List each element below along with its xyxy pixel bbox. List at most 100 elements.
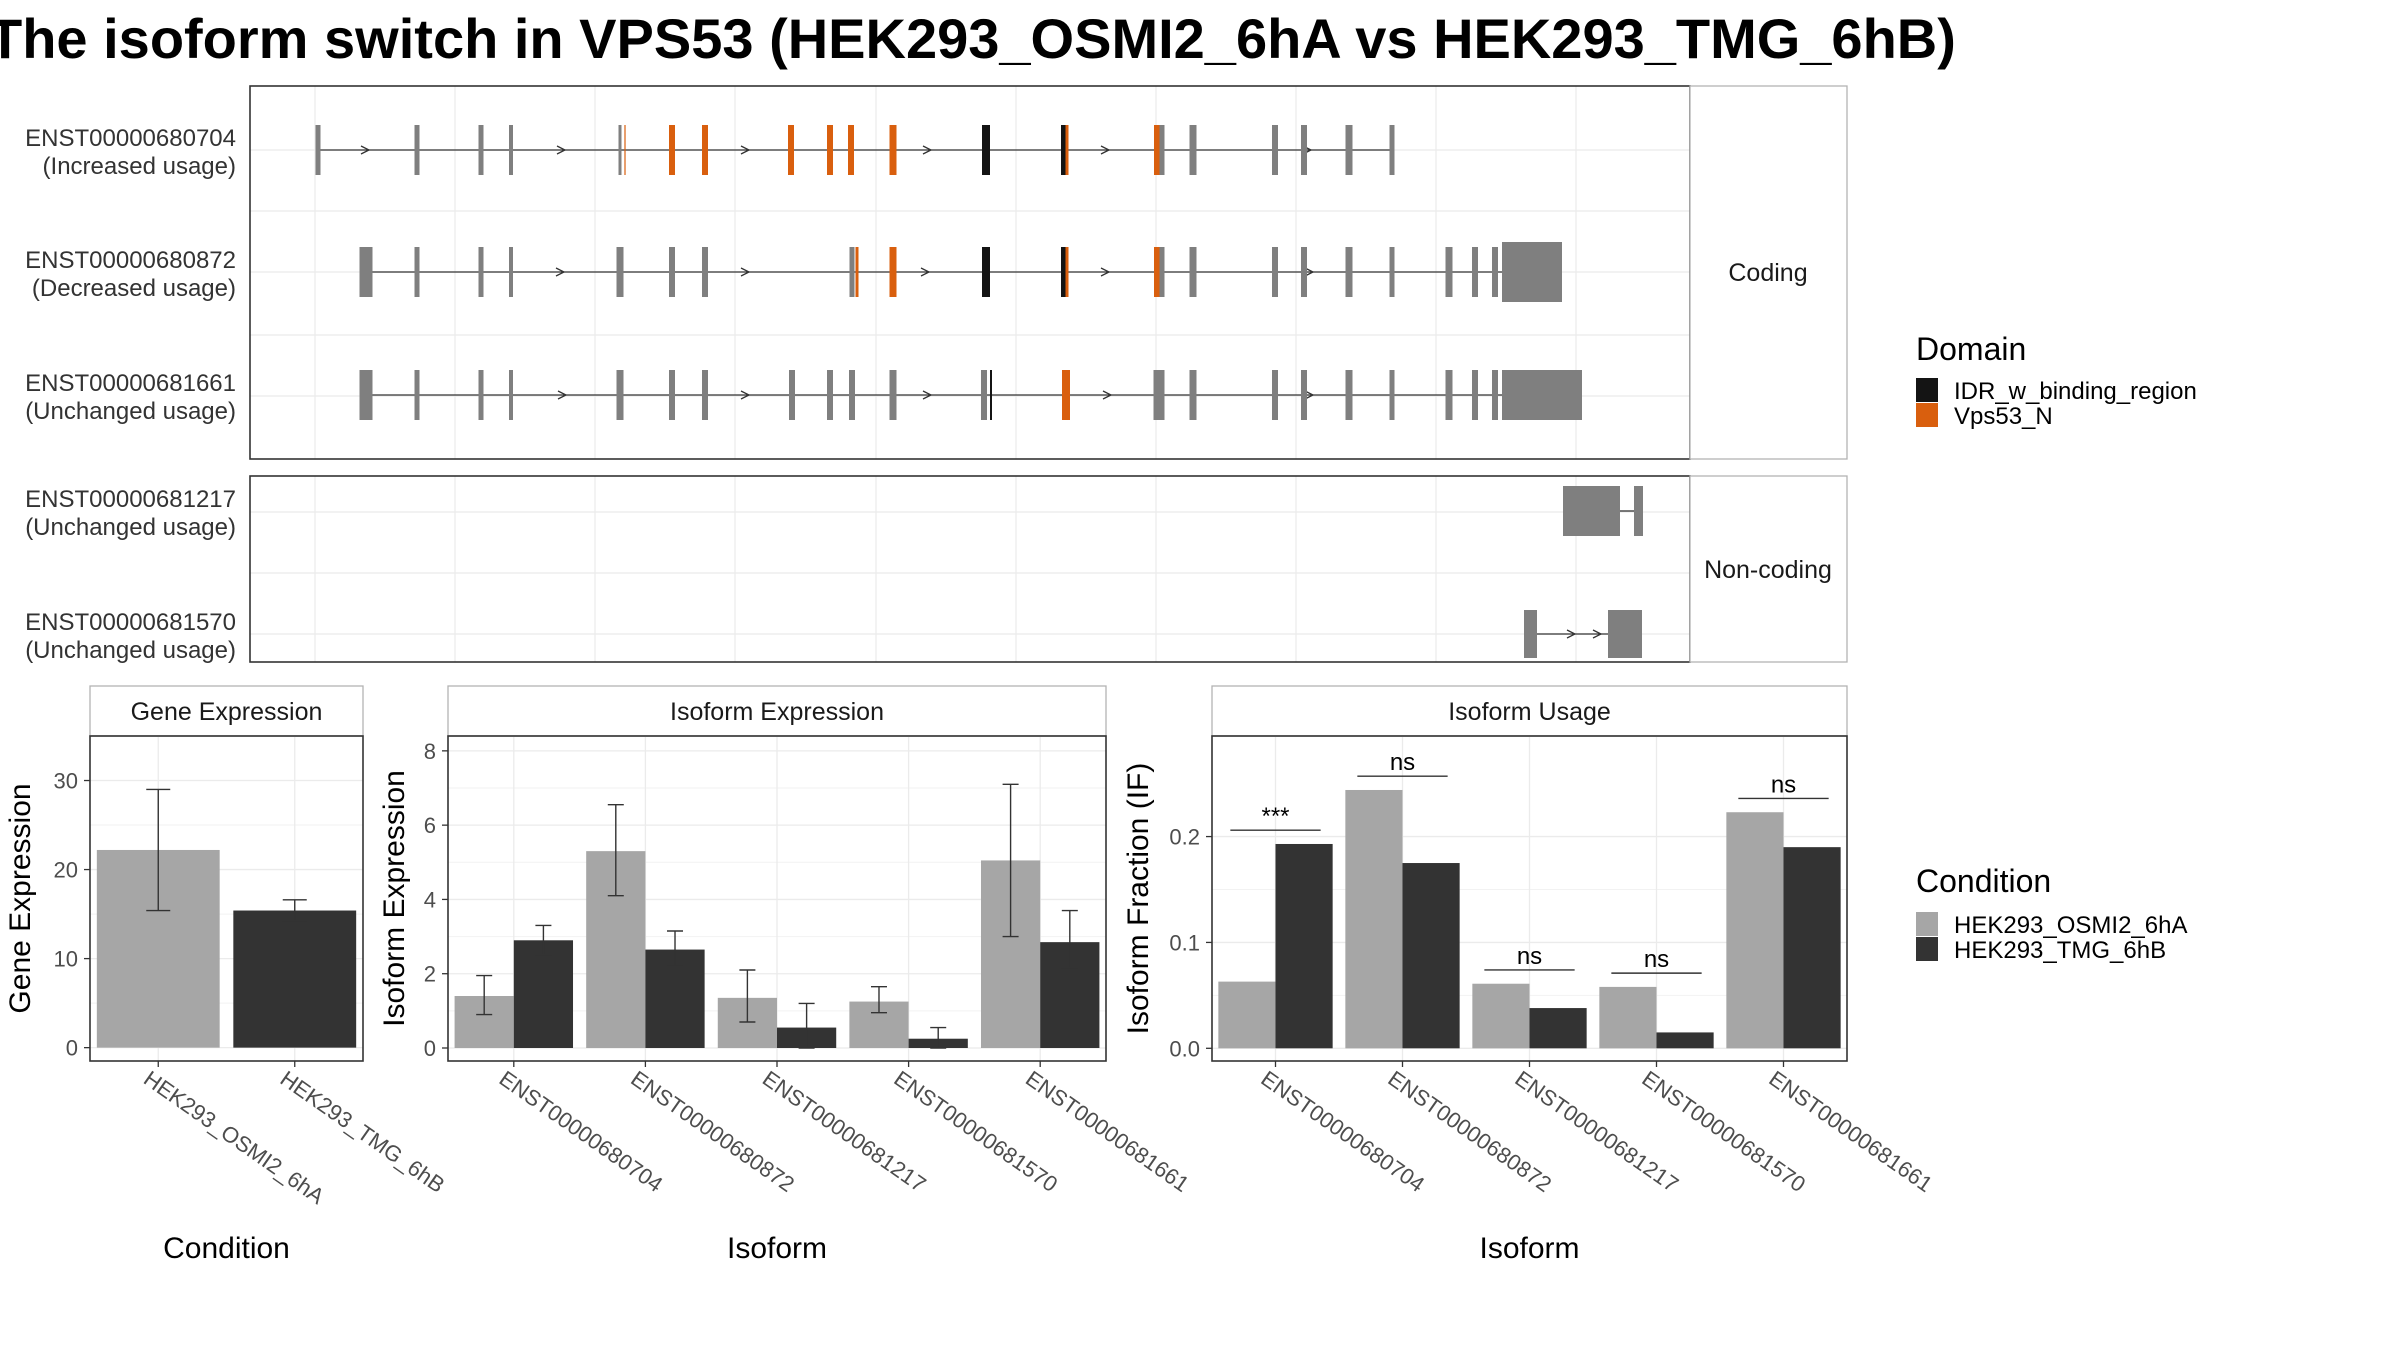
strand-arrow <box>1304 390 1315 400</box>
x-axis-title: Condition <box>163 1232 290 1265</box>
transcript-model-4 <box>1563 486 1643 536</box>
y-tick-label: 0.1 <box>1169 930 1200 955</box>
transcript-usage-label: (Unchanged usage) <box>25 398 236 425</box>
exon <box>702 125 708 175</box>
exon <box>827 125 833 175</box>
exon <box>1189 247 1197 297</box>
strand-arrow <box>557 390 568 400</box>
exon-utr <box>1502 370 1582 420</box>
bar <box>1345 789 1403 1049</box>
exon <box>414 247 420 297</box>
bar <box>1218 981 1276 1049</box>
strand-arrow <box>740 145 751 155</box>
bar <box>1656 1032 1714 1049</box>
structure-panel-noncoding: Non-coding <box>249 475 1848 663</box>
y-axis-title: Gene Expression <box>4 783 37 1013</box>
exon <box>1189 370 1197 420</box>
exon <box>1345 370 1353 420</box>
transcript-id-label: ENST00000680872 <box>25 247 236 274</box>
exon <box>1272 247 1278 297</box>
strand-arrow <box>922 145 933 155</box>
exon <box>359 247 373 297</box>
condition-legend: Condition HEK293_OSMI2_6hA HEK293_TMG_6h… <box>1916 863 2187 964</box>
bar <box>1472 983 1530 1049</box>
transcript-usage-label: (Increased usage) <box>43 153 236 180</box>
exon <box>618 125 622 175</box>
transcript-model-1 <box>315 125 1395 175</box>
exon <box>624 125 626 175</box>
exon <box>1061 247 1067 297</box>
domain-legend-title: Domain <box>1916 331 2026 367</box>
exon-utr <box>1502 242 1562 302</box>
facet-strip <box>447 685 1107 737</box>
transcript-usage-label: (Unchanged usage) <box>25 637 236 664</box>
y-axis-title: Isoform Expression <box>378 770 411 1027</box>
legend-key-vps53-n <box>1916 403 1938 427</box>
legend-label-vps53-n: Vps53_N <box>1954 403 2053 430</box>
exon <box>669 247 675 297</box>
exon <box>1154 125 1160 175</box>
exon <box>1389 125 1395 175</box>
transcript-id-label: ENST00000681217 <box>25 486 236 513</box>
significance-label: ns <box>1517 943 1542 970</box>
strand-arrow <box>360 145 371 155</box>
exon <box>889 370 897 420</box>
legend-label-tmg: HEK293_TMG_6hB <box>1954 937 2166 964</box>
significance-label: ns <box>1390 749 1415 776</box>
panel-border <box>89 735 364 1062</box>
bar <box>513 940 574 1048</box>
significance-label: ns <box>1644 946 1669 973</box>
exon <box>1389 247 1395 297</box>
exon <box>1563 486 1620 536</box>
exon <box>1272 370 1278 420</box>
legend-label-osmi2: HEK293_OSMI2_6hA <box>1954 912 2187 939</box>
facet-strip-noncoding: Non-coding <box>1704 556 1832 584</box>
exon <box>1634 486 1643 536</box>
exon <box>789 370 795 420</box>
exon <box>509 370 513 420</box>
exon <box>1301 125 1307 175</box>
transcript-id-label: ENST00000681661 <box>25 370 236 397</box>
strand-arrow <box>1100 267 1111 277</box>
strand-arrow <box>740 390 751 400</box>
x-axis-title: Isoform <box>1479 1232 1579 1265</box>
exon <box>1472 247 1478 297</box>
exon <box>702 247 708 297</box>
transcript-model-5 <box>1524 610 1642 658</box>
exon <box>1524 610 1537 658</box>
bar <box>233 910 357 1048</box>
panel-strip-label: Isoform Usage <box>1448 698 1611 726</box>
exon <box>981 370 987 420</box>
strand-arrow <box>1566 629 1577 639</box>
bar <box>1599 986 1657 1049</box>
exon <box>1492 247 1498 297</box>
exon <box>982 247 990 297</box>
isoform-expression-panel: Isoform Expression02468ENST00000680704EN… <box>378 685 1194 1265</box>
exon <box>1154 247 1160 297</box>
y-tick-label: 2 <box>424 962 436 987</box>
exon <box>788 125 794 175</box>
exon <box>848 125 854 175</box>
exon <box>414 125 420 175</box>
y-tick-label: 0 <box>66 1036 78 1061</box>
legend-key-osmi2 <box>1916 912 1938 936</box>
figure-title: The isoform switch in VPS53 (HEK293_OSMI… <box>0 7 1956 70</box>
bar <box>1783 847 1841 1049</box>
exon <box>1065 247 1069 297</box>
y-tick-label: 8 <box>424 739 436 764</box>
y-axis-title: Isoform Fraction (IF) <box>1122 763 1155 1035</box>
exon <box>509 125 513 175</box>
facet-strip <box>89 685 364 737</box>
exon <box>849 247 855 297</box>
transcript-id-label: ENST00000681570 <box>25 609 236 636</box>
exon <box>982 125 990 175</box>
exon <box>990 370 992 420</box>
exon <box>1445 370 1453 420</box>
exon <box>315 125 321 175</box>
x-axis-title: Isoform <box>727 1232 827 1265</box>
y-tick-label: 0.0 <box>1169 1036 1200 1061</box>
exon <box>855 247 859 297</box>
y-tick-label: 30 <box>54 769 78 794</box>
exon <box>1301 247 1307 297</box>
exon <box>1345 125 1353 175</box>
